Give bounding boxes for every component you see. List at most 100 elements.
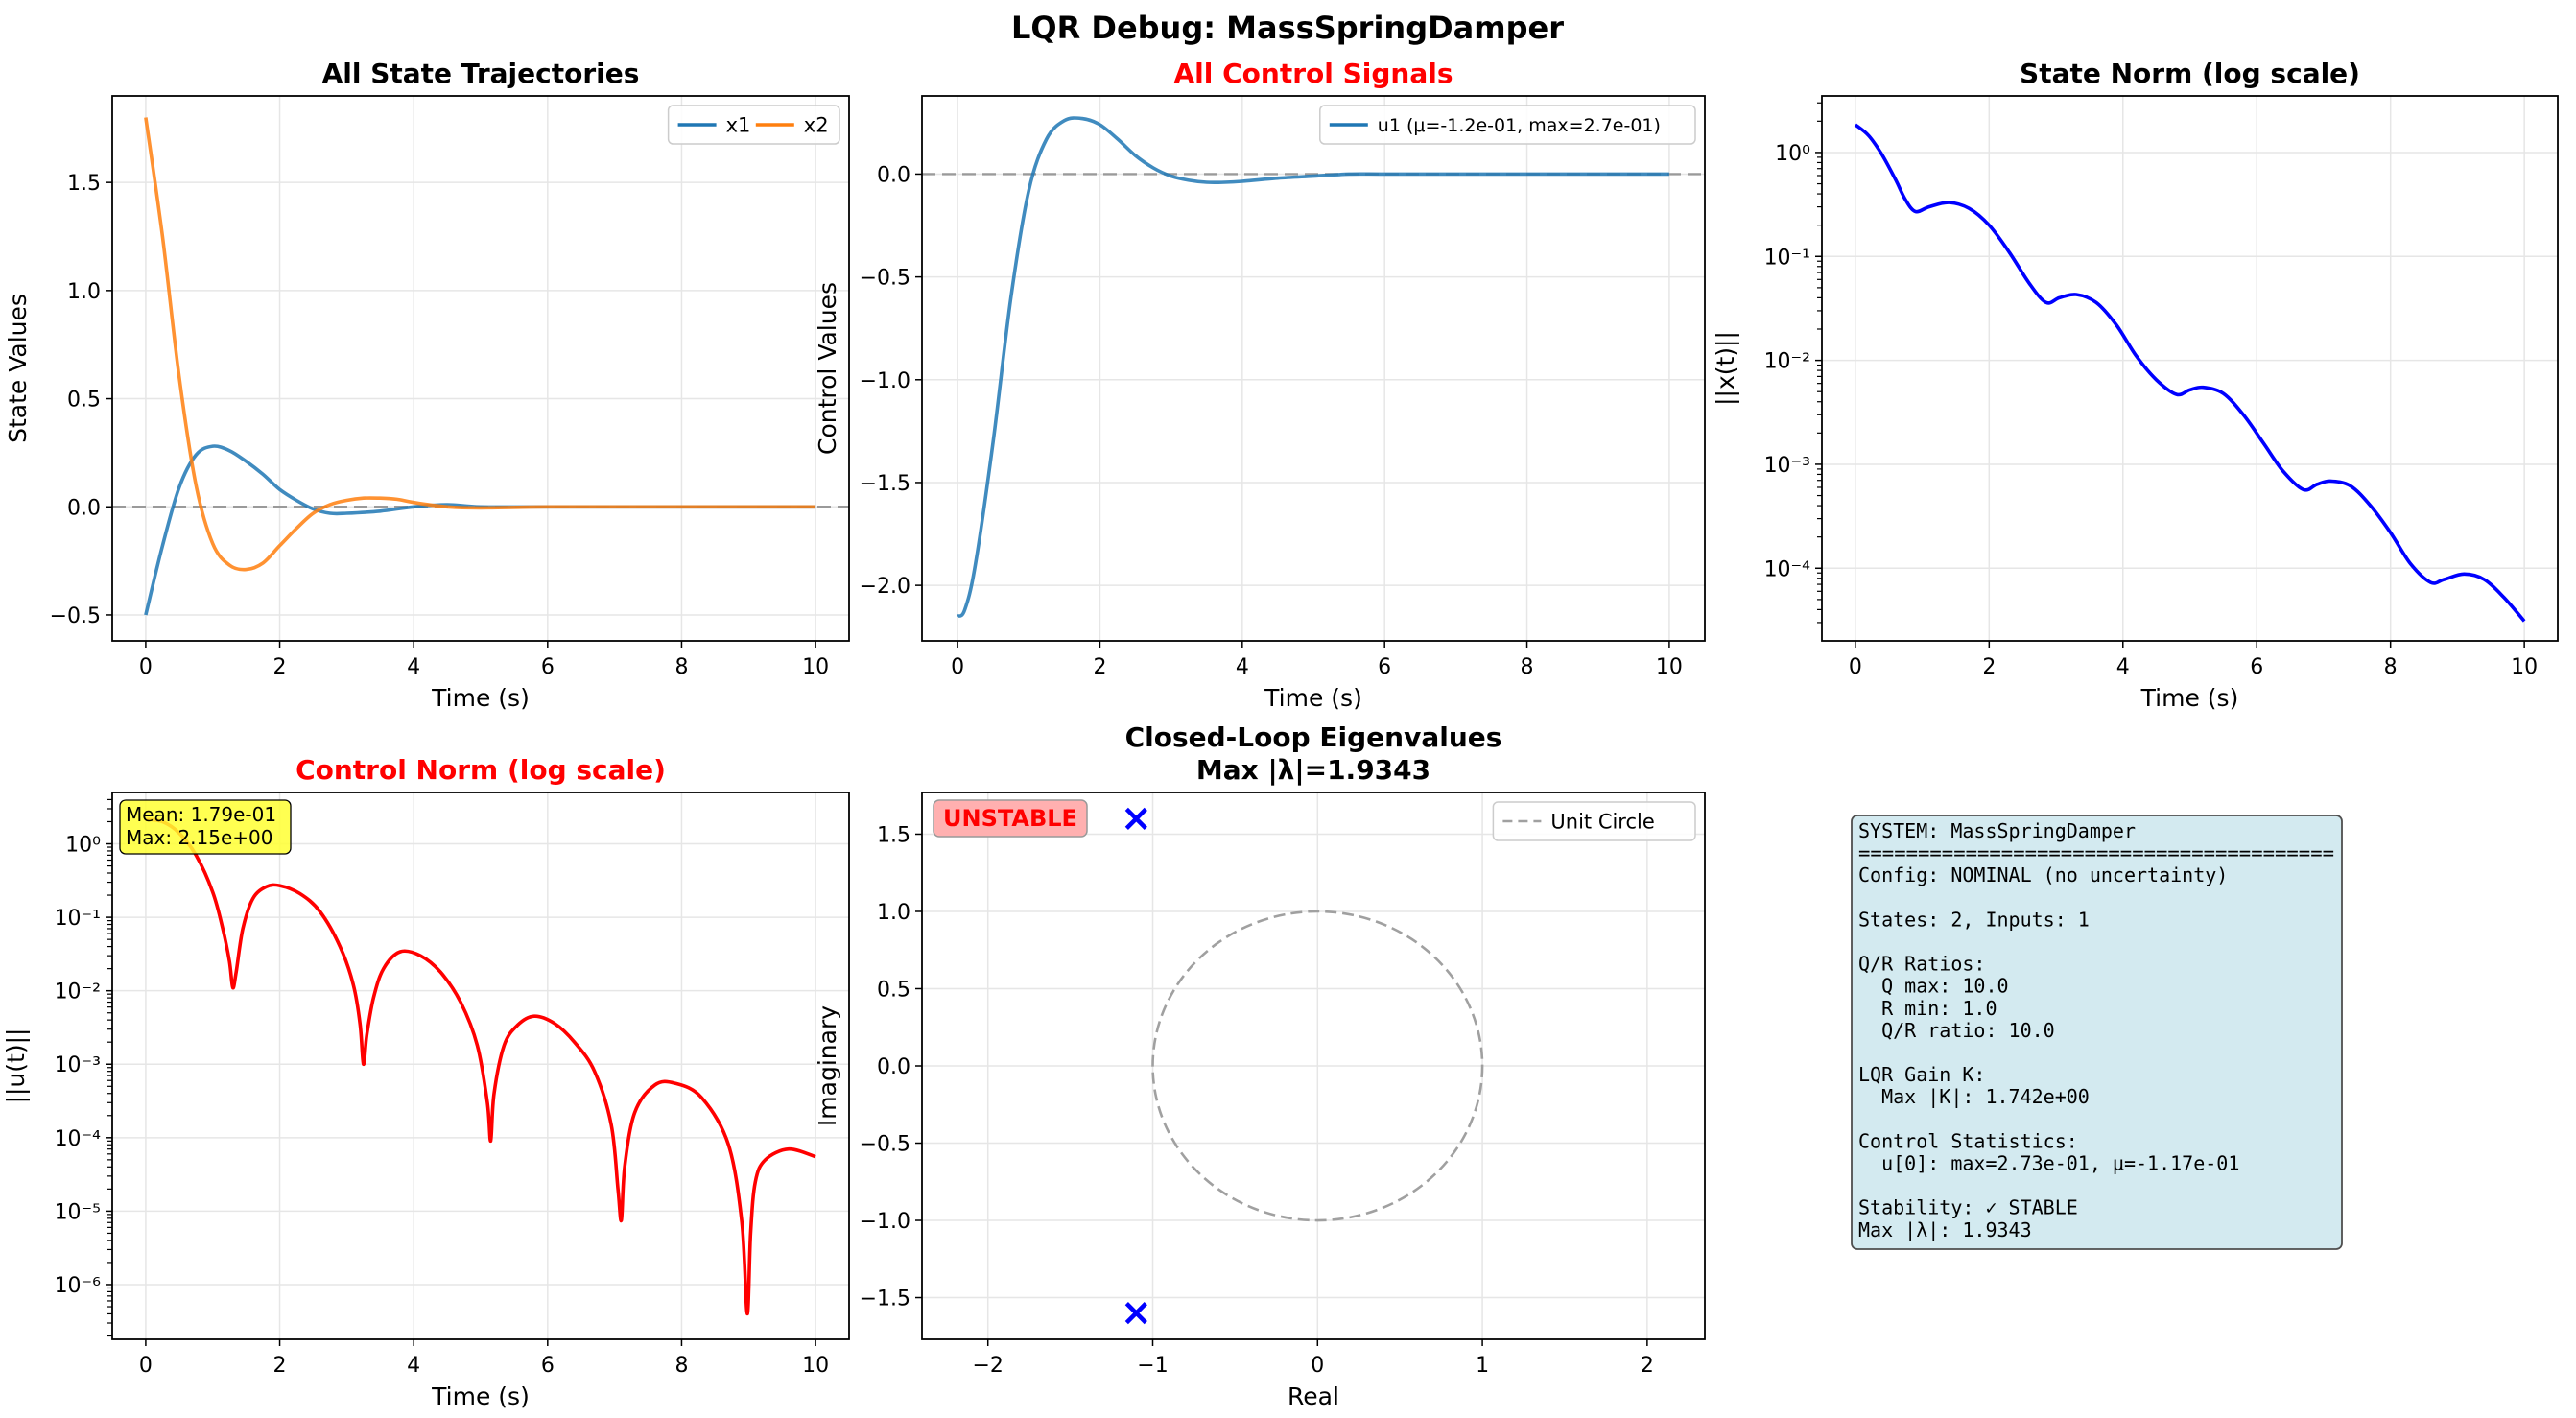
info-panel-line: Config: NOMINAL (no uncertainty) xyxy=(1858,863,2228,886)
x-tick-label: 8 xyxy=(2384,655,2398,679)
y-tick-label: 1.5 xyxy=(877,823,910,847)
chart-3: 0 2 4 6 8 10 10⁻⁴ 10⁻³ 10⁻² 10⁻¹ 10⁰ Time (s) ||x(t)… xyxy=(1712,58,2559,712)
y-tick-label: 0.5 xyxy=(67,389,101,413)
y-tick-label: 0.0 xyxy=(877,163,910,187)
legend: u1 (μ=-1.2e-01, max=2.7e-01) xyxy=(1319,105,1696,145)
eigenvalue-marker-stroke xyxy=(1124,1302,1147,1325)
stats-annotation-line: Mean: 1.79e-01 xyxy=(126,803,276,826)
y-tick-label: −0.5 xyxy=(50,604,101,628)
chart-title: All State Trajectories xyxy=(322,58,640,89)
chart-1: 0 2 4 6 8 10 −0.5 0.0 0.5 1.0 1.5 Time (s) State Val… xyxy=(4,58,850,712)
y-tick-label: −2.0 xyxy=(860,575,910,599)
axes-frame xyxy=(921,95,1706,642)
info-panel-line: Stability: ✓ STABLE xyxy=(1858,1196,2078,1219)
unit-circle xyxy=(1151,910,1484,1222)
series-line-x2 xyxy=(144,117,816,572)
x-tick-label: 2 xyxy=(273,655,287,679)
series-line-x1 xyxy=(144,444,816,616)
y-axis-label: ||x(t)|| xyxy=(1712,331,1739,406)
x-axis-label: Time (s) xyxy=(2140,684,2239,712)
chart-title: All Control Signals xyxy=(1173,58,1453,89)
x-tick-label: 10 xyxy=(802,1354,829,1378)
legend-label: x1 xyxy=(726,114,751,137)
y-tick-label: 10⁻⁶ xyxy=(55,1274,102,1298)
chart-4: 0 2 4 6 8 10 10⁻⁶ 10⁻⁵ 10⁻⁴ 10⁻³ 10⁻² 10⁻¹ 10⁰ Time (… xyxy=(2,754,850,1410)
x-tick-label: 6 xyxy=(541,655,555,679)
legend-frame xyxy=(1492,801,1696,841)
info-panel-line: Q/R ratio: 10.0 xyxy=(1858,1019,2055,1042)
y-tick-label: −0.5 xyxy=(860,267,910,291)
x-tick-label: 4 xyxy=(407,655,420,679)
chart-title: Control Norm (log scale) xyxy=(295,754,666,786)
series-line-1 xyxy=(1854,123,2526,623)
y-tick-label: 10⁻¹ xyxy=(55,907,101,931)
x-axis-label: Time (s) xyxy=(431,684,530,712)
info-panel-box xyxy=(1851,815,2343,1250)
y-tick-label: −1.0 xyxy=(860,369,910,393)
x-tick-label: 8 xyxy=(1521,655,1534,679)
y-tick-label: 10⁻³ xyxy=(55,1053,101,1077)
x-tick-label: 10 xyxy=(2511,655,2538,679)
legend-frame xyxy=(667,105,840,145)
x-tick-label: −1 xyxy=(1137,1354,1168,1378)
stability-badge: UNSTABLE xyxy=(933,799,1088,838)
y-tick-label: 10⁻⁵ xyxy=(55,1200,101,1224)
series-line-1 xyxy=(145,817,816,1316)
x-tick-label: 0 xyxy=(951,655,964,679)
info-panel-line: Max |λ|: 1.9343 xyxy=(1858,1218,2032,1241)
x-tick-label: 10 xyxy=(802,655,829,679)
x-tick-label: 2 xyxy=(1982,655,1996,679)
eigenvalue-marker xyxy=(1124,807,1147,830)
y-tick-label: −0.5 xyxy=(860,1133,910,1157)
x-axis-label: Time (s) xyxy=(431,1383,530,1410)
axes-frame xyxy=(1821,95,2559,642)
y-tick-label: 10⁰ xyxy=(1775,142,1810,166)
chart-5: −2 −1 0 1 2 −1.5 −1.0 −0.5 0.0 0.5 1.0 1.5 Real Imagi… xyxy=(814,721,1706,1410)
y-tick-label: 0.0 xyxy=(877,1055,910,1079)
legend-label: x2 xyxy=(804,114,829,137)
series-line-u1 xyxy=(956,116,1669,618)
y-tick-label: 10⁰ xyxy=(65,834,101,858)
info-panel-line: ======================================== xyxy=(1858,841,2334,864)
y-axis-label: State Values xyxy=(4,294,32,443)
axes-frame xyxy=(111,95,850,642)
chart-title: State Norm (log scale) xyxy=(2020,58,2360,89)
info-panel-line: States: 2, Inputs: 1 xyxy=(1858,908,2090,931)
x-tick-label: 6 xyxy=(541,1354,555,1378)
x-tick-label: 4 xyxy=(407,1354,420,1378)
y-tick-label: 1.0 xyxy=(877,901,910,925)
y-tick-label: 10⁻⁴ xyxy=(1764,557,1811,581)
info-panel-line: R min: 1.0 xyxy=(1858,997,1997,1020)
y-tick-label: −1.0 xyxy=(860,1210,910,1234)
y-axis-label: Control Values xyxy=(814,282,841,455)
x-tick-label: 0 xyxy=(139,1354,153,1378)
y-tick-label: 10⁻¹ xyxy=(1764,246,1810,270)
stability-badge-box xyxy=(933,799,1088,838)
figure-title: LQR Debug: MassSpringDamper xyxy=(1011,10,1564,46)
x-tick-label: 0 xyxy=(1849,655,1862,679)
y-tick-label: 1.5 xyxy=(67,172,101,196)
stats-annotation-line: Max: 2.15e+00 xyxy=(126,826,273,849)
chart-title: Closed-Loop Eigenvalues xyxy=(1125,721,1502,753)
y-axis-label: Imaginary xyxy=(814,1005,841,1126)
y-tick-label: −1.5 xyxy=(860,472,910,496)
info-panel-line: Q/R Ratios: xyxy=(1858,953,1985,976)
info-panel: SYSTEM: MassSpringDamper================… xyxy=(1851,815,2343,1250)
y-tick-label: −1.5 xyxy=(860,1288,910,1312)
legend-label: Unit Circle xyxy=(1550,811,1654,834)
y-tick-label: 10⁻² xyxy=(1764,350,1810,374)
y-tick-label: 10⁻² xyxy=(55,981,101,1004)
legend-label: u1 (μ=-1.2e-01, max=2.7e-01) xyxy=(1378,115,1661,136)
eigenvalue-marker-stroke xyxy=(1124,807,1147,830)
x-tick-label: 2 xyxy=(1641,1354,1654,1378)
legend-frame xyxy=(1319,105,1696,145)
legend: Unit Circle xyxy=(1492,801,1696,841)
x-tick-label: 2 xyxy=(273,1354,287,1378)
y-tick-label: 0.5 xyxy=(877,978,910,1002)
info-panel-line: Control Statistics: xyxy=(1858,1129,2078,1152)
y-tick-label: 0.0 xyxy=(67,496,101,520)
info-panel-line: Max |K|: 1.742e+00 xyxy=(1858,1085,2090,1108)
x-tick-label: 6 xyxy=(2250,655,2263,679)
